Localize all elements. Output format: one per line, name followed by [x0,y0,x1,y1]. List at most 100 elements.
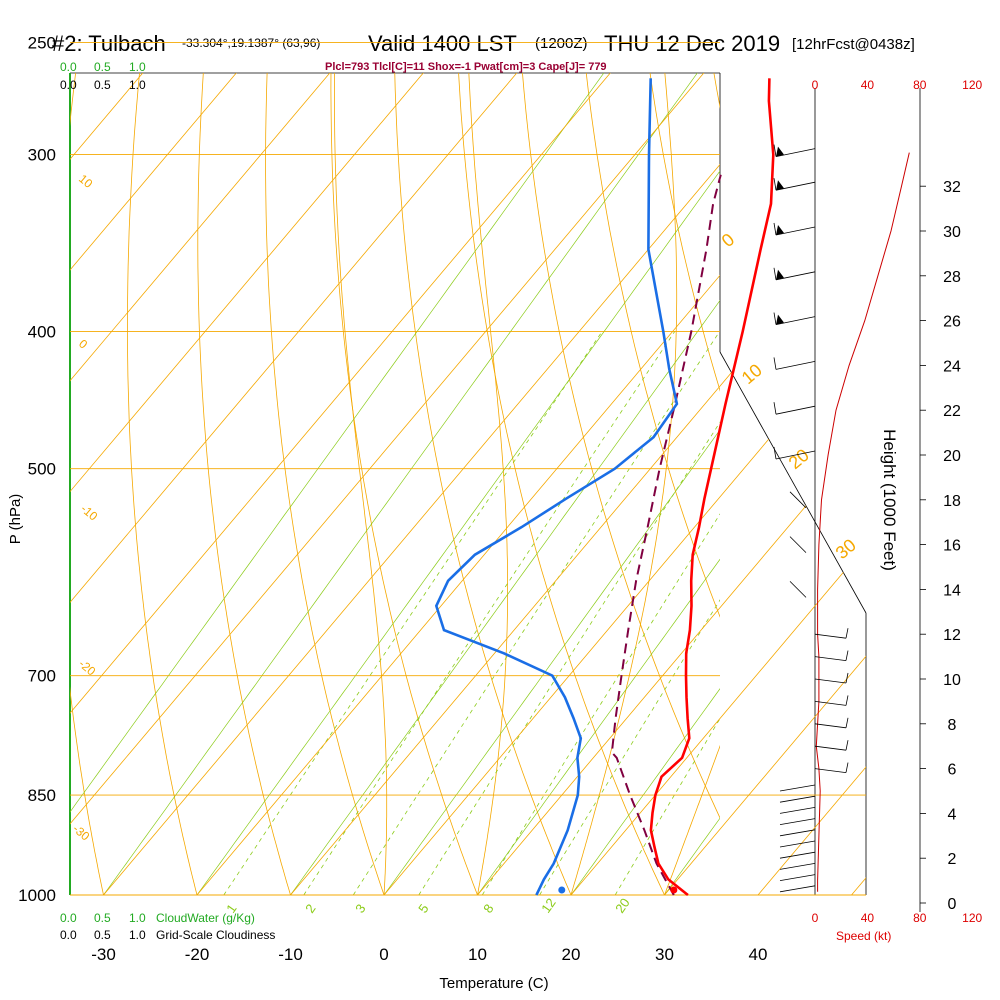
mixing-ratio-line [477,558,720,895]
pressure-tick-label: 700 [28,667,56,686]
temperature-tick-label: 10 [468,945,487,964]
temperature-tick-label: 30 [655,945,674,964]
dry-adiabat-line [265,73,385,895]
mixing-ratio-label: 3 [352,901,368,916]
isotherm-line [70,73,659,895]
isotherm-line [70,73,285,895]
wind-barb-staff [789,536,807,553]
speed-tick-label: 120 [962,78,982,92]
isotherm-line [290,73,866,895]
height-tick-label: 30 [943,224,961,241]
isotherm-line [103,73,866,895]
moist-adiabat-label: 20 [785,445,813,473]
mixing-ratio-line [70,73,605,813]
cloudiness-tick-2-bottom: 1.0 [129,928,146,942]
adiabat-label: -10 [78,502,101,524]
isotherm-line [851,73,866,895]
wind-barb [779,818,816,825]
isotherm-line [70,73,846,895]
parcel-params: Plcl=793 Tlcl[C]=11 Shox=-1 Pwat[cm]=3 C… [325,61,607,73]
wind-barb-staff [814,768,847,773]
isotherm-line [70,73,98,895]
dewpoint-trace [434,78,679,896]
cloudiness-label: Grid-Scale Cloudiness [156,928,275,942]
wind-barb-feather [773,357,777,370]
wind-barb [773,222,816,236]
mixing-ratio-label: 5 [415,901,431,916]
mixing-ratio-line [383,429,720,895]
temperature-trace [649,78,775,897]
cloudwater-tick-0: 0.0 [60,60,77,74]
wind-barb-feather [845,762,849,773]
isotherm-line [70,73,379,895]
cloudwater-tick-2: 1.0 [129,60,146,74]
height-tick-label: 12 [943,627,961,644]
wind-barb-staff [779,851,816,859]
pressure-tick-label: 300 [28,146,56,165]
wind-barb-feather [773,312,777,325]
speed-tick-label: 120 [962,911,982,925]
adiabat-label: 10 [76,172,95,192]
height-tick-label: 22 [943,403,961,420]
mixing-ratio-line [570,688,720,895]
cloudwater-tick-1-bottom: 0.5 [94,911,111,925]
dry-adiabat-line [458,73,665,895]
wind-barb [779,795,816,803]
dry-adiabat-line [394,73,572,895]
wind-barb-staff [775,450,816,460]
wind-barb-staff [779,784,816,792]
cloudwater-label: CloudWater (g/Kg) [156,911,255,925]
cloudiness-tick-2: 1.0 [129,78,146,92]
temperature-tick-label: -30 [91,945,116,964]
wind-barb-feather [845,628,849,639]
cloudiness-tick-1-bottom: 0.5 [94,928,111,942]
wind-barb [814,650,849,661]
wind-barb [779,863,816,870]
wind-barb [773,144,816,157]
isotherm-line [477,73,866,895]
isotherm-line [70,73,192,895]
adiabat-label: 0 [76,337,90,352]
mixing-ratio-line [303,331,676,895]
wind-barb [814,717,849,729]
height-tick-label: 0 [948,896,957,913]
wind-barb-staff [775,181,816,191]
wind-barb-staff [775,405,816,415]
wind-barb [779,807,816,814]
wind-barb [773,178,816,191]
speed-tick-label: 80 [913,78,927,92]
dry-adiabat-line [330,73,478,895]
wind-barb-feather [773,402,777,415]
wind-barb-feather [773,267,777,280]
dry-adiabat-line [750,0,1000,895]
mixing-ratio-line [614,717,720,895]
wind-barb-staff [779,818,816,825]
mixing-ratio-label: 8 [480,901,496,916]
valid-date: THU 12 Dec 2019 [604,31,780,56]
speed-tick-label: 80 [913,911,927,925]
isotherm-line [0,0,4,895]
surface-temperature-marker [670,886,678,894]
pressure-tick-label: 250 [28,33,56,52]
height-tick-label: 28 [943,269,961,286]
pressure-tick-label: 1000 [18,886,56,905]
cloudiness-tick-1: 0.5 [94,78,111,92]
wind-barb [773,446,816,460]
temperature-tick-label: -20 [185,945,210,964]
wind-barb-staff [775,148,816,157]
wind-barb [773,267,816,281]
wind-barb [779,829,816,837]
cloudwater-tick-2-bottom: 1.0 [129,911,146,925]
height-tick-label: 4 [948,806,957,823]
temperature-tick-label: 0 [379,945,388,964]
cloudiness-tick-0-bottom: 0.0 [60,928,77,942]
dry-adiabat-line [522,73,720,819]
pressure-tick-label: 850 [28,786,56,805]
wind-barb-feather [845,650,849,661]
wind-barb [789,536,807,553]
moist-adiabat-line [468,73,508,895]
wind-barb-feather [773,446,777,460]
mixing-ratio-line [103,73,698,895]
mixing-ratio-label: 20 [612,895,633,915]
